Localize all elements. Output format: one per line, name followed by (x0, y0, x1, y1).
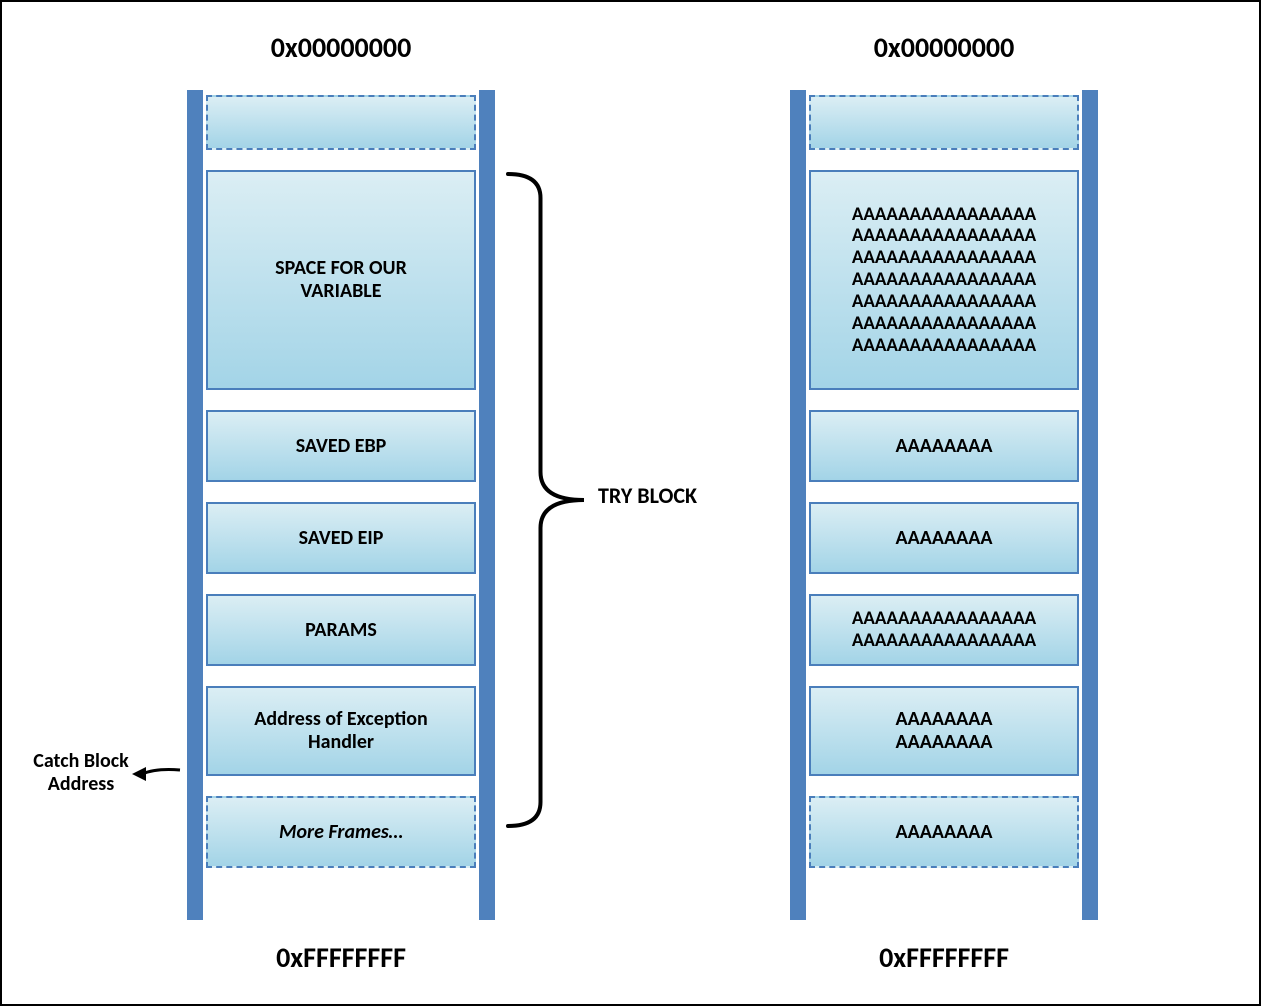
left-stack-cell-6: More Frames… (206, 796, 476, 868)
try-block-label: TRY BLOCK (598, 482, 697, 509)
right-stack-cell-4: AAAAAAAAAAAAAAAAAAAAAAAAAAAAAAAA (809, 594, 1079, 666)
left-stack-cell-0 (206, 95, 476, 150)
right-stack-cell-5: AAAAAAAAAAAAAAAA (809, 686, 1079, 776)
right-stack-cell-1: AAAAAAAAAAAAAAAAAAAAAAAAAAAAAAAAAAAAAAAA… (809, 170, 1079, 390)
left-stack-cell-4: PARAMS (206, 594, 476, 666)
curly-brace (500, 170, 590, 830)
bottom-address-right: 0xFFFFFFFF (790, 940, 1098, 975)
diagram-canvas: 0x00000000 0x00000000 TRY BLOCK Catch Bl… (0, 0, 1261, 1006)
top-address-right: 0x00000000 (790, 30, 1098, 65)
right-stack-cell-6: AAAAAAAA (809, 796, 1079, 868)
bottom-address-left: 0xFFFFFFFF (187, 940, 495, 975)
left-stack-cell-2: SAVED EBP (206, 410, 476, 482)
arrow-catch-to-stack (120, 760, 192, 788)
right-stack-cell-0 (809, 95, 1079, 150)
right-stack-cell-3: AAAAAAAA (809, 502, 1079, 574)
top-address-left: 0x00000000 (187, 30, 495, 65)
left-stack-cell-3: SAVED EIP (206, 502, 476, 574)
right-stack-cell-2: AAAAAAAA (809, 410, 1079, 482)
left-stack-cell-5: Address of ExceptionHandler (206, 686, 476, 776)
left-stack-cell-1: SPACE FOR OURVARIABLE (206, 170, 476, 390)
